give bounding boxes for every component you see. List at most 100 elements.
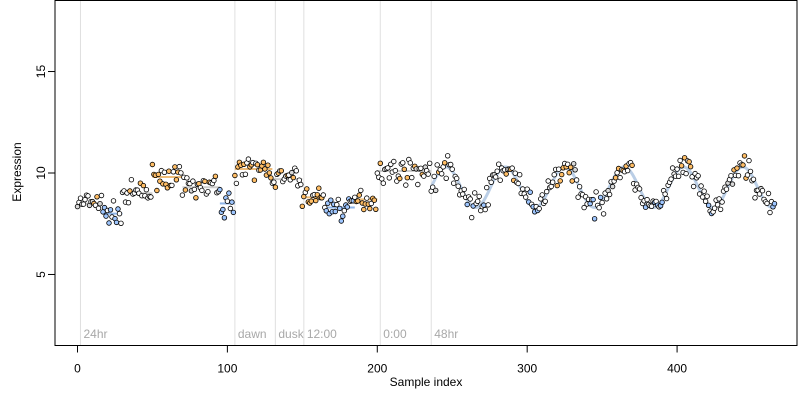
- data-point: [539, 192, 545, 198]
- data-point: [298, 181, 304, 188]
- data-point: [520, 186, 526, 192]
- data-point: [107, 207, 114, 213]
- data-point: [212, 173, 219, 179]
- data-point: [149, 161, 156, 168]
- data-point: [496, 161, 502, 167]
- data-points: [74, 153, 778, 226]
- data-point: [377, 160, 383, 166]
- data-point: [644, 196, 650, 203]
- data-point: [597, 194, 604, 201]
- data-point: [771, 200, 778, 207]
- data-point: [728, 172, 734, 179]
- data-point: [316, 185, 322, 191]
- data-point: [94, 194, 100, 200]
- data-point: [272, 184, 279, 190]
- data-point: [764, 200, 770, 207]
- data-point: [265, 162, 271, 168]
- data-point: [371, 197, 377, 203]
- axes: 0 100 200 300 400 5 10 15: [34, 65, 687, 376]
- data-point: [488, 179, 494, 185]
- y-tick-label: 10: [34, 166, 48, 180]
- x-tick-label: 0: [74, 362, 81, 376]
- data-point: [472, 190, 478, 196]
- marker-label: 48hr: [434, 327, 458, 341]
- data-point: [190, 178, 196, 184]
- data-point: [493, 174, 499, 180]
- data-point: [230, 209, 237, 216]
- data-point: [431, 173, 437, 180]
- data-point: [202, 178, 208, 185]
- data-point: [484, 184, 490, 191]
- data-point: [600, 211, 607, 217]
- data-point: [415, 181, 421, 188]
- data-point: [191, 186, 198, 193]
- data-point: [356, 192, 362, 198]
- data-point: [494, 168, 500, 174]
- data-point: [116, 210, 123, 217]
- data-point: [571, 161, 577, 167]
- data-point: [711, 205, 718, 211]
- x-tick-label: 200: [367, 362, 387, 376]
- data-point: [193, 195, 199, 201]
- data-point: [515, 180, 521, 187]
- data-point: [161, 169, 168, 175]
- data-point: [663, 195, 670, 202]
- data-point: [380, 180, 386, 186]
- data-point: [418, 165, 424, 171]
- data-point: [603, 196, 610, 202]
- data-point: [173, 177, 180, 183]
- data-point: [232, 172, 238, 179]
- data-point: [705, 202, 712, 208]
- data-point: [442, 160, 448, 166]
- marker-label: 12:00: [307, 327, 337, 341]
- data-point: [612, 175, 619, 181]
- data-point: [176, 163, 183, 170]
- data-point: [523, 194, 529, 200]
- data-point: [361, 206, 367, 213]
- data-point: [443, 175, 449, 181]
- data-point: [358, 187, 364, 194]
- data-point: [469, 214, 475, 221]
- data-point: [182, 187, 189, 193]
- data-point: [482, 206, 488, 213]
- data-point: [430, 184, 436, 190]
- data-point: [425, 171, 431, 177]
- data-point: [85, 193, 91, 199]
- data-point: [497, 177, 503, 183]
- x-tick-label: 300: [517, 362, 537, 376]
- data-point: [690, 183, 697, 190]
- data-point: [220, 206, 226, 213]
- data-point: [320, 192, 326, 198]
- data-point: [271, 179, 277, 185]
- x-axis-title: Sample index: [390, 375, 463, 389]
- data-point: [367, 205, 373, 212]
- data-point: [227, 205, 234, 212]
- data-point: [217, 186, 223, 193]
- data-point: [752, 195, 758, 201]
- data-point: [704, 193, 710, 199]
- y-tick-label: 5: [34, 271, 48, 278]
- data-point: [536, 205, 542, 212]
- data-point: [95, 205, 102, 211]
- data-point: [729, 181, 736, 187]
- data-point: [475, 198, 481, 204]
- data-point: [224, 198, 231, 204]
- data-point: [266, 170, 273, 176]
- data-point: [765, 190, 772, 197]
- data-point: [569, 178, 575, 184]
- data-point: [341, 207, 347, 214]
- data-point: [386, 175, 392, 181]
- data-point: [714, 202, 721, 208]
- data-point: [481, 202, 487, 208]
- data-point: [461, 186, 467, 193]
- data-point: [557, 178, 563, 184]
- data-point: [268, 175, 274, 181]
- data-point: [675, 173, 682, 179]
- data-point: [226, 190, 232, 196]
- data-point: [409, 174, 415, 181]
- data-point: [110, 198, 117, 204]
- data-point: [509, 165, 515, 171]
- data-point: [723, 186, 730, 192]
- data-point: [542, 198, 548, 204]
